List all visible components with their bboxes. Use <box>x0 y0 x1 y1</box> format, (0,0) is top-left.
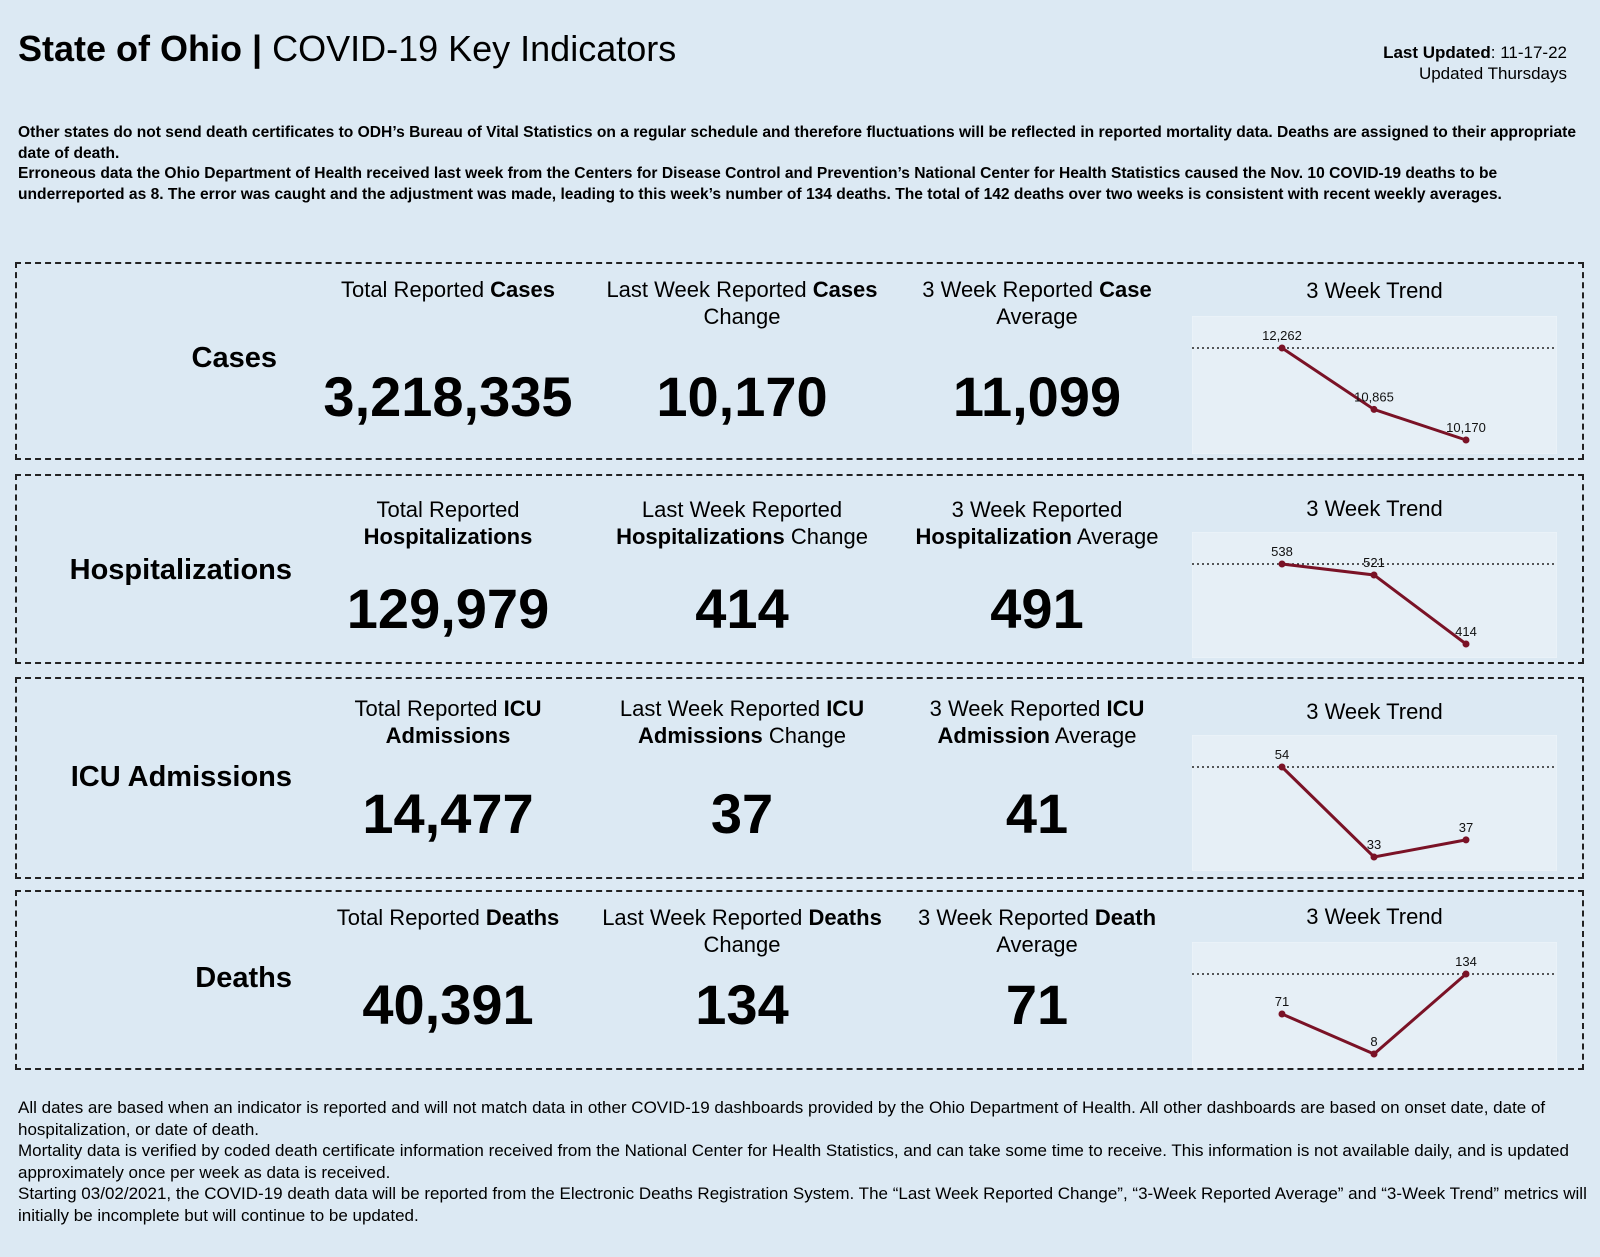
trend-point <box>1462 640 1470 648</box>
row-label: ICU Admissions <box>70 761 292 793</box>
trend-point <box>1462 836 1470 844</box>
column-heading: Total Reported Cases <box>340 277 556 302</box>
trend-point-label: 8 <box>1370 1034 1377 1049</box>
indicator-value: 491 <box>990 577 1084 640</box>
indicator-value: 134 <box>695 973 789 1036</box>
footer-paragraph: Mortality data is verified by coded deat… <box>18 1141 1569 1182</box>
footer-paragraph: All dates are based when an indicator is… <box>18 1098 1546 1139</box>
trend-point-label: 538 <box>1271 544 1293 559</box>
column-heading: 3 Week Reported ICU Admission Average <box>929 696 1145 748</box>
row-label: Hospitalizations <box>69 554 292 586</box>
indicator-value: 14,477 <box>362 782 534 845</box>
plot-area <box>1192 532 1557 658</box>
trend-point <box>1370 1050 1378 1058</box>
trend-svg: 538 521 414 <box>1192 532 1557 658</box>
trend-point <box>1462 436 1470 444</box>
trend-chart: 71 8 134 <box>1192 942 1557 1068</box>
trend-point-label: 37 <box>1459 820 1473 835</box>
footer-notes: All dates are based when an indicator is… <box>18 1097 1588 1227</box>
indicator-value: 71 <box>1005 973 1069 1036</box>
last-updated-date: : 11-17-22 <box>1490 43 1567 62</box>
column-heading: Total Reported ICU Admissions <box>354 696 542 748</box>
column-heading: Last Week Reported ICU Admissions Change <box>619 696 865 748</box>
trend-svg: 54 33 37 <box>1192 735 1557 871</box>
trend-point-label: 134 <box>1455 954 1477 969</box>
trend-point-label: 12,262 <box>1262 328 1302 343</box>
trend-point-label: 521 <box>1363 555 1385 570</box>
plot-area <box>1192 942 1557 1068</box>
mortality-note: Other states do not send death certifica… <box>18 123 1578 205</box>
column-heading: 3 Week Reported Death Average <box>917 905 1157 957</box>
trend-chart: 54 33 37 <box>1192 735 1557 871</box>
indicator-value: 40,391 <box>362 973 534 1036</box>
indicator-panel-icu-admissions: ICU Admissions Total Reported ICU Admissi… <box>15 677 1584 879</box>
page-title: State of Ohio | COVID-19 Key Indicators <box>18 28 677 69</box>
note-paragraph: Other states do not send death certifica… <box>18 124 1576 162</box>
trend-point-label: 414 <box>1455 624 1477 639</box>
trend-point <box>1278 763 1286 771</box>
trend-point <box>1278 1010 1286 1018</box>
trend-point <box>1278 344 1286 352</box>
trend-point-label: 10,865 <box>1354 389 1394 404</box>
trend-svg: 71 8 134 <box>1192 942 1557 1068</box>
indicator-value: 11,099 <box>952 365 1122 428</box>
column-heading: Total Reported Hospitalizations <box>363 497 533 549</box>
trend-title: 3 Week Trend <box>1306 904 1443 929</box>
trend-chart: 538 521 414 <box>1192 532 1557 658</box>
last-updated: Last Updated: 11-17-22 Updated Thursdays <box>1383 42 1567 84</box>
note-paragraph: Erroneous data the Ohio Department of He… <box>18 165 1502 203</box>
column-heading: 3 Week Reported Hospitalization Average <box>915 497 1159 549</box>
trend-point-label: 33 <box>1367 837 1381 852</box>
indicator-panel-hospitalizations: Hospitalizations Total Reported Hospitali… <box>15 474 1584 664</box>
trend-point <box>1462 970 1470 978</box>
trend-point-label: 71 <box>1275 994 1289 1009</box>
column-heading: Last Week Reported Hospitalizations Chan… <box>616 497 868 549</box>
column-heading: Total Reported Deaths <box>336 905 560 930</box>
indicator-panel-deaths: Deaths Total Reported Deaths 40,391 Last We… <box>15 890 1584 1070</box>
trend-point <box>1370 405 1378 413</box>
last-updated-label: Last Updated <box>1383 43 1491 62</box>
plot-area <box>1192 316 1557 454</box>
update-frequency: Updated Thursdays <box>1418 64 1567 83</box>
trend-point-label: 10,170 <box>1446 420 1486 435</box>
indicator-value: 414 <box>695 577 789 640</box>
row-label: Deaths <box>195 962 292 994</box>
indicator-value: 129,979 <box>346 577 550 640</box>
plot-area <box>1192 735 1557 871</box>
trend-point-label: 54 <box>1275 747 1289 762</box>
indicator-panel-cases: Cases Total Reported Cases 3,218,335 Last W… <box>15 262 1584 460</box>
trend-title: 3 Week Trend <box>1306 278 1443 303</box>
trend-point <box>1370 571 1378 579</box>
trend-point <box>1370 853 1378 861</box>
trend-title: 3 Week Trend <box>1306 699 1443 724</box>
trend-svg: 12,262 10,865 10,170 <box>1192 316 1557 454</box>
footer-paragraph: Starting 03/02/2021, the COVID-19 death … <box>18 1184 1587 1225</box>
trend-title: 3 Week Trend <box>1306 496 1443 521</box>
column-heading: Last Week Reported Deaths Change <box>602 905 882 957</box>
column-heading: 3 Week Reported Case Average <box>922 277 1152 329</box>
column-heading: Last Week Reported Cases Change <box>606 277 878 329</box>
trend-chart: 12,262 10,865 10,170 <box>1192 316 1557 454</box>
indicator-value: 3,218,335 <box>323 365 573 428</box>
indicator-value: 10,170 <box>656 365 828 428</box>
indicator-value: 41 <box>1005 782 1069 845</box>
row-label: Cases <box>191 342 277 374</box>
trend-point <box>1278 560 1286 568</box>
indicator-value: 37 <box>710 782 774 845</box>
